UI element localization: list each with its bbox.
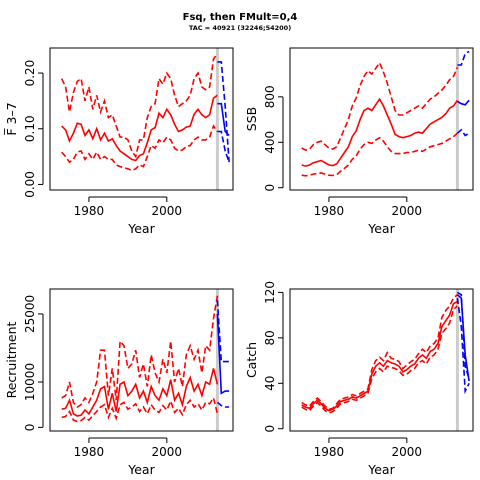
plot-frame [289,288,474,432]
historic-interval-line-2 [301,132,458,177]
y-tick-label: 10000 [23,363,37,401]
panel-2: 1980 2000 Year 0 10000 25000 Recruitment [4,288,234,477]
panel-0: 1980 2000 Year 0.00 0.10 0.20 F̅ 3–7 [4,47,234,236]
x-tick-label: 1980 [314,204,345,218]
projection-interval-line-5 [456,297,470,395]
historic-interval-line-2 [61,395,219,423]
x-tick-label: 1980 [74,445,105,459]
historic-estimate-line-0 [301,97,459,167]
projection-interval-line-5 [456,128,470,137]
projection-estimate-line-3 [216,313,230,395]
x-axis-label: Year [367,462,395,477]
x-tick-label: 2000 [392,204,423,218]
historic-interval-line-2 [61,124,219,172]
y-tick-label: 40 [263,376,277,391]
x-axis-label: Year [127,221,155,236]
y-tick-label: 80 [263,330,277,345]
historic-interval-line-1 [301,61,459,152]
figure-title: Fsq, then FMult=0,4 [183,12,298,23]
y-axis-label: F̅ 3–7 [4,102,19,135]
historic-interval-line-1 [61,295,219,409]
x-axis-label: Year [127,462,155,477]
historic-interval-line-1 [60,53,219,159]
x-tick-label: 2000 [152,445,183,459]
y-tick-label: 0.00 [23,171,37,198]
plot-frame [49,288,234,432]
projection-interval-line-4 [217,61,230,163]
projection-interval-line-4 [457,50,470,66]
panel-3: 1980 2000 Year 0 40 80 120 Catch [244,281,474,477]
historic-estimate-line-0 [301,300,458,412]
historic-interval-line-1 [301,294,458,411]
y-axis-label: Catch [244,342,259,378]
x-tick-label: 1980 [74,204,105,218]
panel-1: 1980 2000 Year 0 400 800 SSB [244,47,474,236]
y-axis-label: Recruitment [4,322,19,399]
x-tick-label: 1980 [314,445,345,459]
x-axis-label: Year [367,221,395,236]
figure-subtitle: TAC = 40921 (32246;54200) [189,24,291,32]
projection-interval-line-4 [456,291,470,379]
projection-interval-line-4 [216,300,230,363]
y-tick-label: 120 [263,281,277,304]
projection-estimate-line-3 [456,99,470,106]
x-tick-label: 2000 [392,445,423,459]
historic-interval-line-2 [301,305,458,414]
historic-estimate-line-0 [61,368,219,417]
x-tick-label: 2000 [152,204,183,218]
plot-frame [49,47,234,191]
y-tick-label: 400 [263,131,277,154]
y-tick-label: 25000 [23,295,37,333]
y-tick-label: 0 [23,424,37,432]
panels: 1980 2000 Year 0.00 0.10 0.20 F̅ 3–7 1980 2000 Ye… [4,47,474,477]
plot-frame [289,47,474,191]
projection-interval-line-5 [216,401,230,408]
y-tick-label: 0 [263,425,277,433]
y-tick-label: 0.20 [23,60,37,87]
projection-interval-line-5 [217,130,230,163]
y-tick-label: 0.10 [23,115,37,142]
y-axis-label: SSB [244,107,259,131]
y-tick-label: 0 [263,184,277,192]
y-tick-label: 800 [263,85,277,108]
historic-estimate-line-0 [61,94,218,162]
